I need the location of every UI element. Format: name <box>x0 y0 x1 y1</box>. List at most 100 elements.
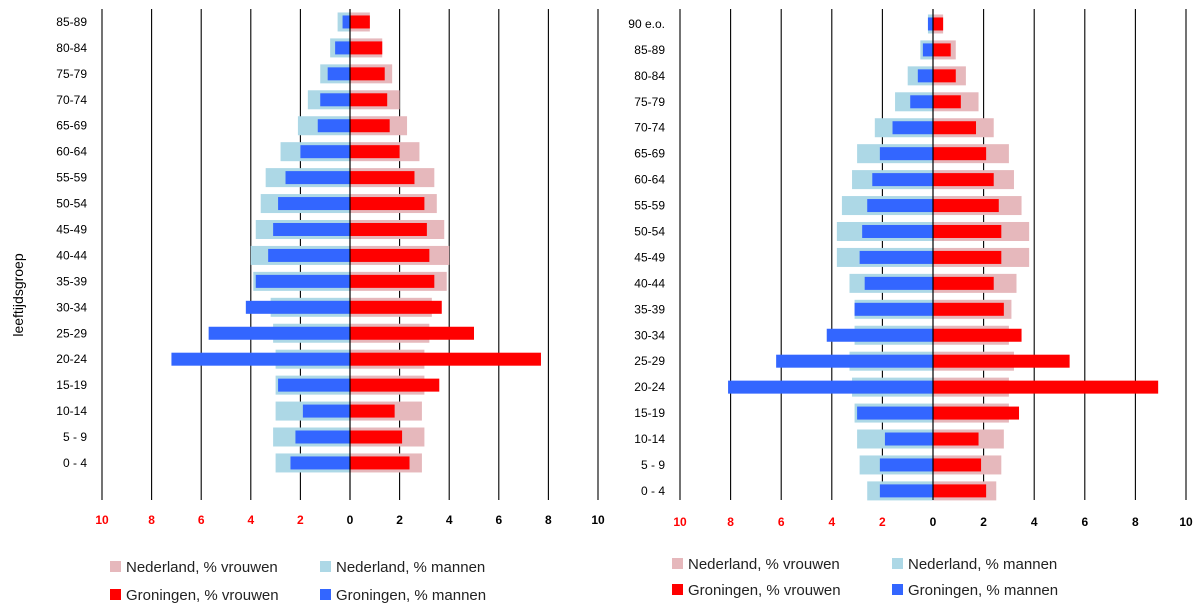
x-tick-label: 0 <box>930 515 937 529</box>
pyramid-chart-2: 90 e.o. 85-89 80-84 75-79 70-74 65-69 60-64 55-… <box>628 9 1193 599</box>
gr-women-bar <box>933 224 1002 238</box>
y-tick-label: 75-79 <box>56 67 87 81</box>
legend-swatch <box>320 589 331 600</box>
y-tick-label: 60-64 <box>634 173 665 187</box>
gr-women-bar <box>350 145 400 159</box>
x-tick-label: 10 <box>1179 515 1193 529</box>
gr-women-bar <box>350 404 395 418</box>
gr-women-bar <box>350 222 427 236</box>
gr-women-bar <box>933 95 961 109</box>
gr-women-bar <box>933 328 1022 342</box>
gr-men-bar <box>776 354 933 368</box>
gr-men-bar <box>290 456 350 470</box>
gr-women-bar <box>933 458 982 472</box>
gr-men-bar <box>917 69 933 83</box>
gr-men-series <box>171 15 350 470</box>
y-tick-label: 85-89 <box>634 43 665 57</box>
legend-swatch <box>892 558 903 569</box>
x-tick-label: 6 <box>495 513 502 527</box>
gr-men-bar <box>859 250 933 264</box>
gr-men-bar <box>320 93 350 107</box>
y-tick-label: 35-39 <box>634 302 665 316</box>
y-tick-label: 25-29 <box>56 326 87 340</box>
gr-men-bar <box>327 67 350 81</box>
y-tick-label: 20-24 <box>56 352 87 366</box>
gr-men-bar <box>295 430 350 444</box>
gr-men-bar <box>335 41 350 55</box>
legend: Nederland, % vrouwen Nederland, % mannen G… <box>672 556 1058 599</box>
legend-swatch <box>672 584 683 595</box>
gr-men-bar <box>285 171 350 185</box>
y-tick-label: 80-84 <box>634 69 665 83</box>
gr-women-bar <box>350 352 541 366</box>
x-tick-label: 2 <box>396 513 403 527</box>
legend-item: Nederland, % mannen <box>892 556 1057 573</box>
legend-item: Groningen, % mannen <box>892 582 1058 599</box>
gr-men-bar <box>867 199 933 213</box>
legend-swatch <box>672 558 683 569</box>
gr-men-bar <box>728 380 933 394</box>
legend: Nederland, % vrouwen Nederland, % mannen G… <box>110 559 486 604</box>
gr-men-bar <box>342 15 350 29</box>
legend-label: Nederland, % vrouwen <box>688 556 840 573</box>
y-tick-label: 10-14 <box>56 404 87 418</box>
x-tick-label: 0 <box>347 513 354 527</box>
y-tick-label: 15-19 <box>56 378 87 392</box>
gr-women-series <box>933 17 1159 498</box>
gr-men-bar <box>910 95 933 109</box>
gr-women-bar <box>933 302 1004 316</box>
gr-men-bar <box>255 274 350 288</box>
x-tick-label: 2 <box>879 515 886 529</box>
gr-men-bar <box>317 119 350 133</box>
y-tick-label: 40-44 <box>634 276 665 290</box>
legend-item: Nederland, % vrouwen <box>672 556 840 573</box>
x-tick-label: 8 <box>148 513 155 527</box>
gr-men-bar <box>927 17 933 31</box>
gr-men-bar <box>273 222 350 236</box>
gr-women-bar <box>350 119 390 133</box>
gr-women-bar <box>350 274 435 288</box>
x-tick-labels: 10 8 6 4 2 0 2 4 6 8 10 <box>95 513 605 527</box>
gr-women-bar <box>350 67 385 81</box>
y-tick-label: 55-59 <box>56 171 87 185</box>
y-tick-label: 75-79 <box>634 95 665 109</box>
gr-women-bar <box>350 93 388 107</box>
gr-men-bar <box>864 276 933 290</box>
legend-item: Nederland, % vrouwen <box>110 559 278 576</box>
y-tick-label: 30-34 <box>634 328 665 342</box>
legend-swatch <box>110 589 121 600</box>
gr-women-bar <box>933 17 944 31</box>
gr-women-bar <box>933 199 999 213</box>
legend-swatch <box>110 561 121 572</box>
y-tick-label: 25-29 <box>634 354 665 368</box>
legend-label: Nederland, % mannen <box>336 559 485 576</box>
gr-women-bar <box>933 406 1020 420</box>
x-tick-labels: 10 8 6 4 2 0 2 4 6 8 10 <box>673 515 1193 529</box>
gr-women-bar <box>350 15 370 29</box>
y-tick-label: 55-59 <box>634 199 665 213</box>
y-tick-label: 0 - 4 <box>63 456 87 470</box>
legend-swatch <box>320 561 331 572</box>
gr-men-bar <box>171 352 350 366</box>
gr-men-bar <box>879 147 933 161</box>
y-tick-label: 20-24 <box>634 380 665 394</box>
gr-men-bar <box>922 43 933 57</box>
x-tick-label: 4 <box>1031 515 1038 529</box>
y-tick-label: 40-44 <box>56 248 87 262</box>
x-tick-label: 6 <box>1081 515 1088 529</box>
legend-item: Groningen, % vrouwen <box>110 587 279 604</box>
y-tick-label: 5 - 9 <box>641 458 665 472</box>
legend-label: Groningen, % vrouwen <box>126 587 279 604</box>
y-tick-label: 45-49 <box>634 250 665 264</box>
gr-men-bar <box>826 328 933 342</box>
y-tick-labels: 85-89 80-84 75-79 70-74 65-69 60-64 55-59 50-54… <box>56 15 87 470</box>
legend-swatch <box>892 584 903 595</box>
gr-women-bar <box>350 430 403 444</box>
y-tick-label: 70-74 <box>634 121 665 135</box>
y-tick-label: 50-54 <box>634 224 665 238</box>
y-tick-label: 10-14 <box>634 432 665 446</box>
gr-men-bar <box>879 458 933 472</box>
gr-men-bar <box>302 404 350 418</box>
x-tick-label: 6 <box>198 513 205 527</box>
gr-women-bar <box>350 171 415 185</box>
